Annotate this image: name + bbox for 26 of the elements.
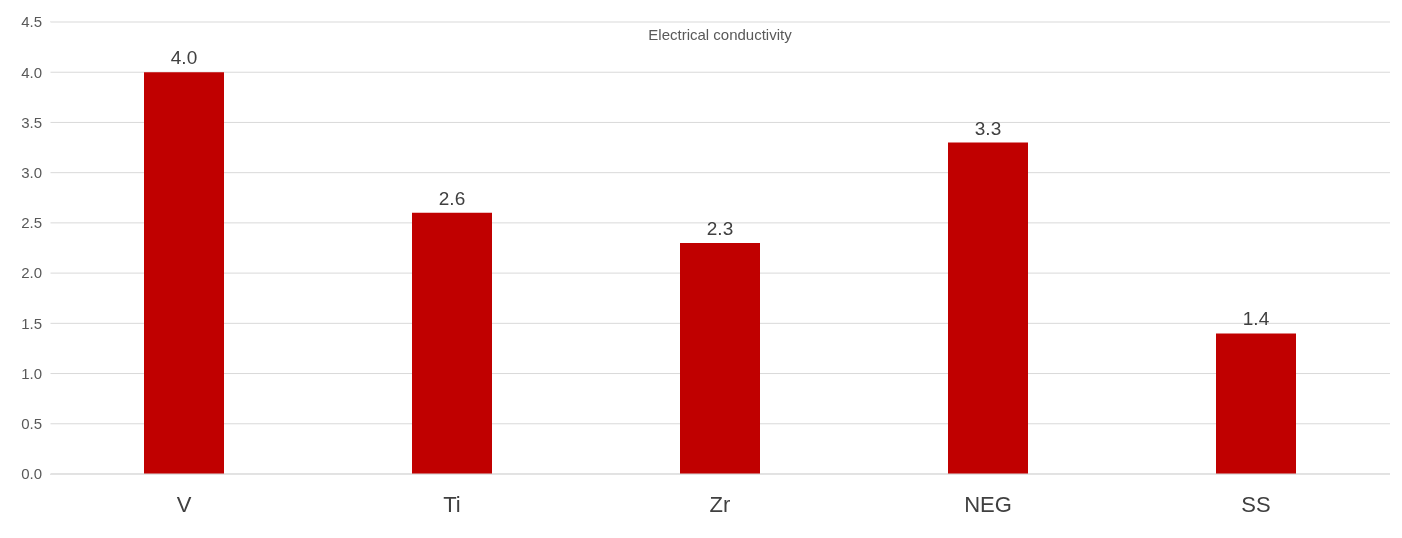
x-tick-label: SS [1241,491,1271,517]
x-tick-label: Ti [443,491,461,517]
bar [412,212,492,474]
bar [1216,333,1296,474]
data-label: 1.4 [1242,308,1270,330]
chart-title: Electrical conductivity [647,26,793,43]
x-tick-label: V [176,491,192,517]
y-tick-label: 0.0 [21,465,42,483]
y-tick-label: 3.0 [21,163,42,181]
y-tick-label: 2.0 [21,264,42,282]
data-label: 2.6 [438,187,466,209]
data-label: 3.3 [974,117,1002,139]
y-tick-label: 0.5 [21,415,42,433]
y-tick-label: 4.0 [21,63,42,81]
bar [680,242,760,474]
bar [948,142,1028,474]
x-tick-label: Zr [709,491,731,517]
x-tick-label: NEG [964,491,1012,517]
bar [144,72,224,474]
y-tick-label: 1.5 [21,314,42,332]
y-tick-label: 4.5 [21,13,42,31]
data-label: 4.0 [170,47,198,69]
y-tick-label: 3.5 [21,113,42,131]
y-tick-label: 1.0 [21,364,42,382]
data-label: 2.3 [706,217,734,239]
y-tick-label: 2.5 [21,214,42,232]
